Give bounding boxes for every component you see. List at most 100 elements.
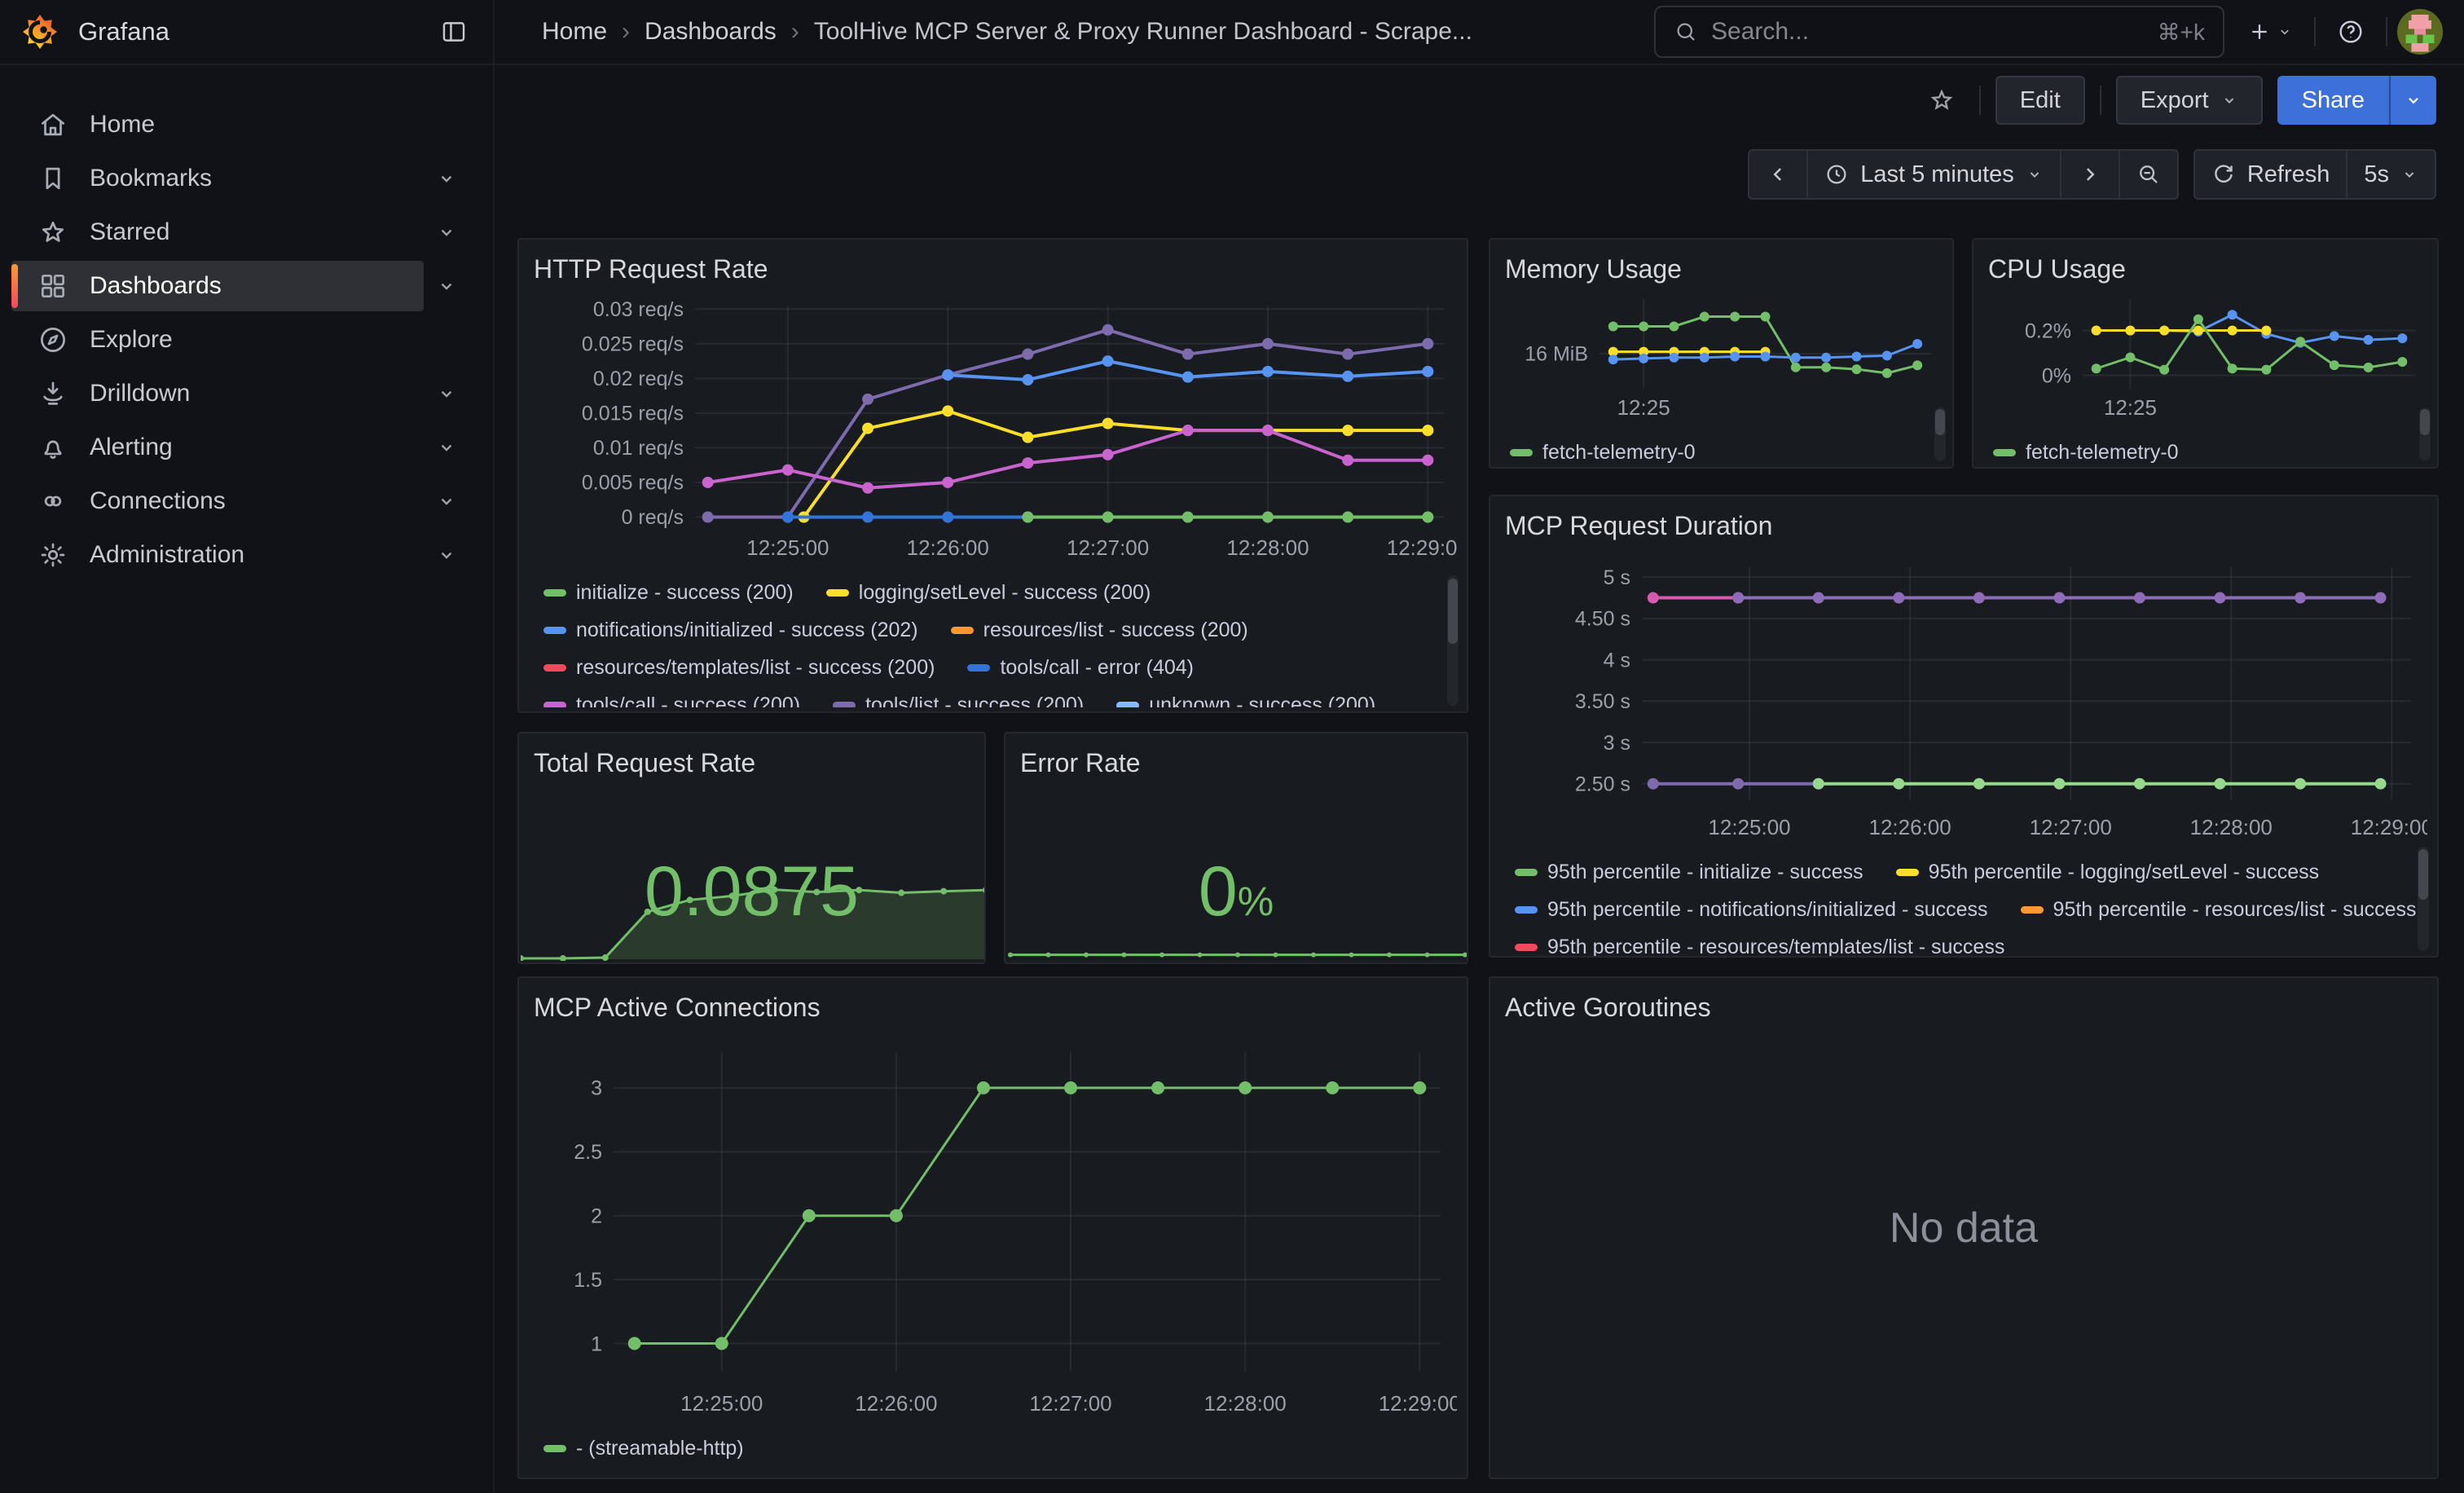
chevron-down-icon [2281, 29, 2289, 35]
legend-item[interactable]: 95th percentile - logging/setLevel - suc… [1895, 853, 2319, 891]
total-request-rate-sparkline [521, 886, 984, 961]
sidebar-item-explore[interactable]: Explore [0, 313, 493, 367]
legend-label: initialize - success (200) [576, 580, 794, 604]
legend-item[interactable]: tools/call - error (404) [967, 649, 1194, 686]
chevron-down-icon[interactable] [436, 222, 457, 243]
sidebar-item-alerting[interactable]: Alerting [0, 421, 493, 474]
sidebar-item-dashboards[interactable]: Dashboards [0, 259, 493, 313]
legend-item[interactable]: notifications/initialized - success (202… [543, 611, 918, 649]
legend-swatch [543, 1444, 566, 1452]
svg-text:12:25: 12:25 [1617, 395, 1670, 420]
clock-icon [1827, 165, 1846, 184]
help-button[interactable] [2325, 6, 2376, 58]
sidebar-item-administration[interactable]: Administration [0, 528, 493, 582]
panel-active-goroutines: Active Goroutines No data [1489, 976, 2439, 1479]
search-input[interactable] [1711, 18, 2145, 46]
connections-icon [37, 486, 68, 517]
memory-legend: fetch-telemetry-0 [1490, 430, 1952, 467]
panel-title[interactable]: HTTP Request Rate [534, 254, 768, 284]
svg-text:0.005 req/s: 0.005 req/s [582, 472, 684, 495]
drilldown-icon [37, 378, 68, 409]
dock-sidebar-icon[interactable] [436, 14, 472, 50]
legend-item[interactable]: 95th percentile - notifications/initiali… [1515, 891, 1988, 928]
legend-swatch [1993, 448, 2016, 456]
legend-item[interactable]: resources/templates/list - success (200) [543, 649, 935, 686]
breadcrumb-item[interactable]: Home [542, 18, 608, 45]
legend-item[interactable]: 95th percentile - resources/templates/li… [1515, 928, 2004, 956]
time-shift-back-button[interactable] [1748, 149, 1809, 200]
cpu-legend: fetch-telemetry-0 [1973, 430, 2437, 467]
sidebar-item-label: Explore [90, 326, 173, 353]
legend-item[interactable]: fetch-telemetry-0 [1510, 434, 1696, 467]
chevron-down-icon[interactable] [436, 437, 457, 458]
svg-text:12:25:00: 12:25:00 [1708, 815, 1790, 839]
chevron-down-icon[interactable] [436, 383, 457, 404]
svg-text:12:27:00: 12:27:00 [2030, 815, 2112, 839]
panel-title[interactable]: Active Goroutines [1505, 993, 1711, 1022]
favorite-star-button[interactable] [1919, 77, 1965, 123]
svg-text:1.5: 1.5 [574, 1269, 602, 1292]
chevron-down-icon [2224, 98, 2233, 103]
gear-icon [37, 540, 68, 570]
time-shift-forward-button[interactable] [2061, 149, 2120, 200]
sidebar-nav: Home Bookmarks Starred Dashboards Explore Dri… [0, 65, 495, 1493]
panel-title[interactable]: MCP Active Connections [534, 993, 821, 1022]
legend-scrollbar[interactable] [1447, 575, 1459, 706]
chevron-down-icon [2405, 172, 2414, 178]
share-button[interactable]: Share [2277, 76, 2436, 125]
add-new-button[interactable] [2236, 6, 2304, 58]
legend-item[interactable]: unknown - success (200) [1116, 686, 1375, 707]
sidebar-item-starred[interactable]: Starred [0, 205, 493, 259]
legend-item[interactable]: tools/call - success (200) [543, 686, 800, 707]
legend-scrollbar[interactable] [2419, 407, 2431, 461]
avatar[interactable] [2397, 9, 2443, 55]
legend-item[interactable]: - (streamable-http) [543, 1429, 744, 1467]
legend-swatch [1515, 868, 1538, 876]
zoom-out-button[interactable] [2119, 149, 2179, 200]
search-box[interactable]: ⌘+k [1654, 6, 2224, 58]
breadcrumb-item[interactable]: Dashboards [645, 18, 777, 45]
panel-title[interactable]: CPU Usage [1988, 254, 2126, 284]
edit-button[interactable]: Edit [1995, 76, 2085, 125]
home-icon [37, 109, 68, 140]
export-button[interactable]: Export [2115, 76, 2263, 125]
sidebar-item-bookmarks[interactable]: Bookmarks [0, 152, 493, 205]
legend-item[interactable]: 95th percentile - resources/list - succe… [2020, 891, 2417, 928]
chevron-down-icon[interactable] [436, 168, 457, 189]
sidebar-item-connections[interactable]: Connections [0, 474, 493, 528]
panel-title[interactable]: Memory Usage [1505, 254, 1682, 284]
svg-text:12:26:00: 12:26:00 [855, 1391, 937, 1416]
sidebar-item-home[interactable]: Home [0, 98, 493, 152]
refresh-interval-picker[interactable]: 5s [2347, 149, 2436, 200]
legend-item[interactable]: 95th percentile - initialize - success [1515, 853, 1863, 891]
panel-title[interactable]: Error Rate [1020, 748, 1141, 777]
legend-item[interactable]: fetch-telemetry-0 [1993, 434, 2179, 467]
legend-label: tools/call - success (200) [576, 693, 801, 708]
legend-item[interactable]: tools/list - success (200) [833, 686, 1084, 707]
legend-item[interactable]: initialize - success (200) [543, 574, 794, 611]
refresh-group: Refresh 5s [2193, 149, 2436, 200]
chevron-down-icon[interactable] [436, 491, 457, 512]
sidebar-item-drilldown[interactable]: Drilldown [0, 367, 493, 421]
svg-text:12:28:00: 12:28:00 [1204, 1391, 1287, 1416]
svg-text:12:28:00: 12:28:00 [2190, 815, 2273, 839]
sidebar-item-label: Bookmarks [90, 165, 213, 192]
legend-scrollbar[interactable] [1934, 407, 1946, 461]
svg-text:3.50 s: 3.50 s [1575, 690, 1630, 713]
svg-text:16 MiB: 16 MiB [1525, 343, 1588, 366]
panel-title[interactable]: Total Request Rate [534, 748, 756, 777]
time-range-picker[interactable]: Last 5 minutes [1808, 149, 2061, 200]
svg-text:12:25:00: 12:25:00 [680, 1391, 763, 1416]
legend-scrollbar[interactable] [2418, 847, 2429, 951]
svg-text:12:29:00: 12:29:00 [1387, 535, 1457, 560]
chevron-down-icon[interactable] [436, 275, 457, 297]
share-menu-chevron[interactable] [2389, 76, 2436, 125]
panel-title[interactable]: MCP Request Duration [1505, 511, 1773, 540]
refresh-button[interactable]: Refresh [2193, 149, 2348, 200]
legend-item[interactable]: logging/setLevel - success (200) [825, 574, 1151, 611]
chevron-down-icon[interactable] [436, 544, 457, 566]
legend-item[interactable]: resources/list - success (200) [950, 611, 1248, 649]
svg-text:2.50 s: 2.50 s [1575, 773, 1630, 795]
svg-text:3 s: 3 s [1604, 732, 1630, 755]
legend-swatch [2020, 905, 2044, 914]
